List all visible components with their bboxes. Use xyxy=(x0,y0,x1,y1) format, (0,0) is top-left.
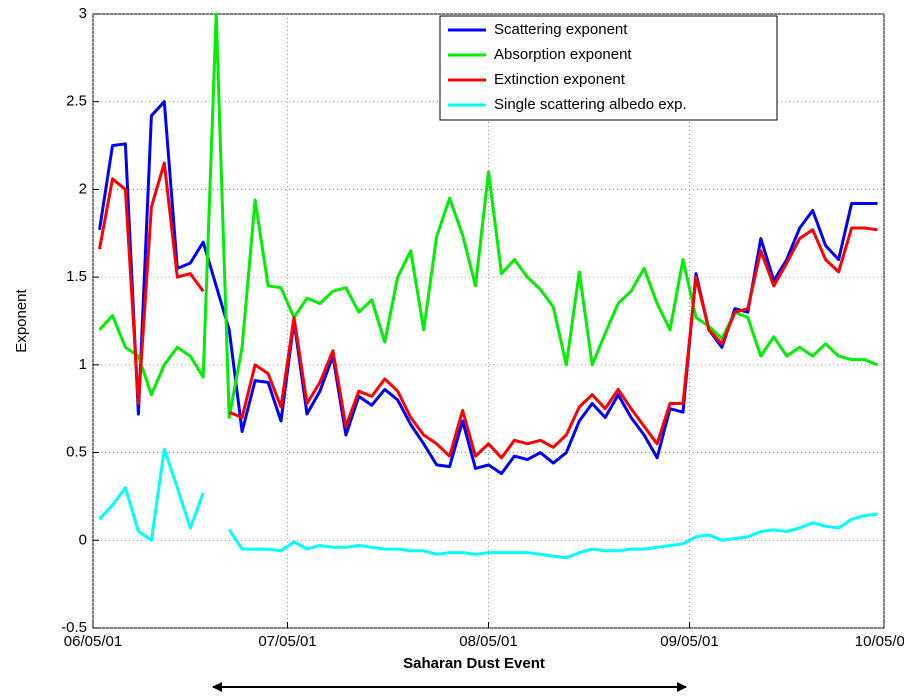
y-tick-label: 0 xyxy=(79,531,87,548)
y-tick-label: 3 xyxy=(79,5,87,22)
x-tick-label: 10/05/01 xyxy=(855,633,904,650)
legend-label: Extinction exponent xyxy=(494,71,626,88)
legend-label: Single scattering albedo exp. xyxy=(494,96,687,113)
series-line xyxy=(228,226,878,460)
series-line xyxy=(98,12,879,419)
x-tick-label: 08/05/01 xyxy=(459,633,517,650)
y-tick-label: 1.5 xyxy=(66,268,87,285)
legend-label: Scattering exponent xyxy=(494,21,628,38)
series-line xyxy=(98,161,205,405)
series-line xyxy=(98,100,878,476)
y-tick-label: 1 xyxy=(79,356,87,373)
y-tick-label: 0.5 xyxy=(66,444,87,461)
x-tick-label: 07/05/01 xyxy=(258,633,316,650)
series-line xyxy=(227,512,878,560)
legend-box xyxy=(439,15,778,121)
annotation: Saharan Dust Event xyxy=(403,655,545,672)
plot-area xyxy=(92,12,885,629)
series-line xyxy=(98,447,205,542)
x-tick-label: 06/05/01 xyxy=(64,633,122,650)
y-axis-label: Exponent xyxy=(13,288,30,352)
legend-label: Absorption exponent xyxy=(494,46,632,63)
y-tick-label: -0.5 xyxy=(61,619,87,636)
x-tick-label: 09/05/01 xyxy=(660,633,718,650)
y-tick-label: 2 xyxy=(79,180,87,197)
y-tick-label: 2.5 xyxy=(66,93,87,110)
